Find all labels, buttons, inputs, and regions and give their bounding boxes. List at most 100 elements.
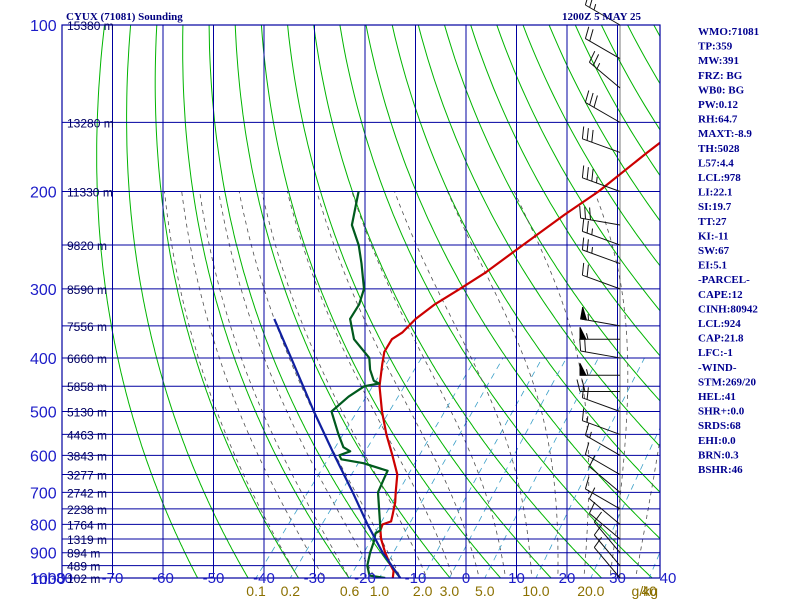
wind-barb — [579, 205, 621, 226]
dry-adiabat-line — [96, 25, 199, 578]
dry-adiabat-line — [365, 25, 660, 540]
moist-adiabat-line — [447, 191, 559, 578]
index-value: PW:0.12 — [698, 99, 739, 111]
moist-adiabat-line — [218, 191, 376, 578]
moist-adiabat-line — [513, 191, 590, 578]
sounding-profiles — [273, 141, 660, 578]
diagram-background-lines — [62, 13, 800, 590]
index-value: LI:22.1 — [698, 187, 733, 199]
dry-adiabat-line — [126, 25, 249, 578]
mixing-ratio-label: 5.0 — [475, 583, 495, 599]
index-value: SHR+:0.0 — [698, 406, 745, 418]
mixing-ratio-line — [349, 357, 477, 578]
index-value: KI:-11 — [698, 230, 729, 242]
plot-frame — [61, 24, 661, 579]
temperature-tick-label: -20 — [354, 570, 376, 587]
temperature-tick-label: 30 — [609, 570, 626, 587]
temperature-profile — [378, 141, 660, 578]
wind-barb — [584, 476, 621, 510]
pressure-tick-label: 700 — [30, 485, 57, 502]
temperature-tick-label: -40 — [253, 570, 275, 587]
moist-adiabat-line — [164, 191, 299, 578]
pressure-tick-label: 200 — [30, 184, 57, 201]
moist-adiabat-line — [181, 191, 325, 578]
pressure-axis-label: mb — [34, 571, 56, 588]
index-value: L57:4.4 — [698, 157, 734, 169]
mixing-ratio-line — [289, 357, 422, 578]
height-label: 489 m — [67, 560, 100, 574]
wind-barb — [581, 219, 621, 246]
index-value: WMO:71081 — [698, 26, 759, 38]
wind-barb — [579, 333, 621, 340]
index-value: EI:5.1 — [698, 260, 727, 272]
dry-adiabat-line — [234, 25, 451, 578]
dry-adiabat-line — [443, 25, 660, 402]
dry-adiabat-line — [182, 25, 350, 578]
dry-adiabat-line — [154, 25, 300, 578]
index-value: BRN:0.3 — [698, 449, 739, 461]
temperature-tick-label: -70 — [102, 570, 124, 587]
height-label: 3277 m — [67, 469, 107, 483]
height-label: 894 m — [67, 547, 100, 561]
index-value: EHI:0.0 — [698, 435, 736, 447]
dry-adiabat-line — [574, 25, 660, 177]
index-value: CINH:80942 — [698, 303, 758, 315]
wind-barb — [584, 26, 621, 59]
height-label: 102 m — [67, 572, 100, 586]
station-title: CYUX (71081) Sounding — [66, 11, 183, 23]
height-label: 8590 m — [67, 283, 107, 297]
sounding-indices-panel: WMO:71081 TP:359 MW:391 FRZ: BG WB0: BG PW:0.… — [698, 26, 759, 476]
height-label: 2742 m — [67, 486, 107, 500]
height-label: 3843 m — [67, 449, 107, 463]
mixing-ratio-line — [379, 357, 504, 578]
mixing-ratio-line — [422, 357, 543, 578]
wind-barb — [579, 369, 621, 376]
pressure-tick-label: 500 — [30, 405, 57, 422]
index-value: BSHR:46 — [698, 464, 743, 476]
dry-adiabat-line — [470, 25, 660, 357]
pressure-tick-label: 600 — [30, 448, 57, 465]
height-label: 5130 m — [67, 406, 107, 420]
mixing-ratio-label: 2.0 — [413, 583, 433, 599]
mixing-ratio-label: 20.0 — [577, 583, 604, 599]
dry-adiabat-line — [208, 25, 401, 578]
pressure-tick-label: 800 — [30, 517, 57, 534]
observation-time: 1200Z 5 MAY 25 — [562, 11, 641, 23]
dry-adiabat-line — [313, 25, 603, 578]
pressure-tick-label: 900 — [30, 546, 57, 563]
wind-barb — [584, 0, 621, 26]
temperature-tick-label: 40 — [660, 570, 677, 587]
mixing-ratio-label: 3.0 — [440, 583, 460, 599]
index-value: LCL:978 — [698, 172, 741, 184]
pressure-tick-label: 400 — [30, 351, 57, 368]
temperature-tick-label: -50 — [203, 570, 225, 587]
height-label: 6660 m — [67, 352, 107, 366]
dewpoint-profile — [330, 191, 389, 578]
wind-barb — [584, 423, 621, 456]
wind-barb — [588, 50, 621, 89]
mixing-ratio-line — [484, 357, 599, 578]
mixing-ratio-label: 10.0 — [522, 583, 549, 599]
wind-barb — [593, 524, 621, 567]
height-label: 4463 m — [67, 428, 107, 442]
wind-barb-column — [576, 0, 621, 579]
temperature-tick-label: 20 — [559, 570, 576, 587]
dry-adiabat-line — [548, 25, 660, 222]
wind-barb — [581, 126, 621, 153]
index-value: -PARCEL- — [698, 274, 750, 286]
moist-adiabat-line — [394, 191, 533, 578]
wind-barb — [581, 385, 621, 412]
height-label: 5858 m — [67, 380, 107, 394]
index-value: MW:391 — [698, 55, 739, 67]
index-value: -WIND- — [698, 362, 737, 374]
dry-adiabat-line — [417, 25, 660, 448]
dry-adiabat-line — [750, 13, 800, 590]
wind-barb — [584, 442, 621, 475]
wind-barb — [593, 537, 621, 579]
index-value: SW:67 — [698, 245, 730, 257]
pressure-tick-label: 100 — [30, 18, 57, 35]
mixing-ratio-label: 40 — [641, 583, 657, 599]
mixing-ratio-label: 0.6 — [340, 583, 360, 599]
moist-adiabat-line — [594, 191, 629, 578]
